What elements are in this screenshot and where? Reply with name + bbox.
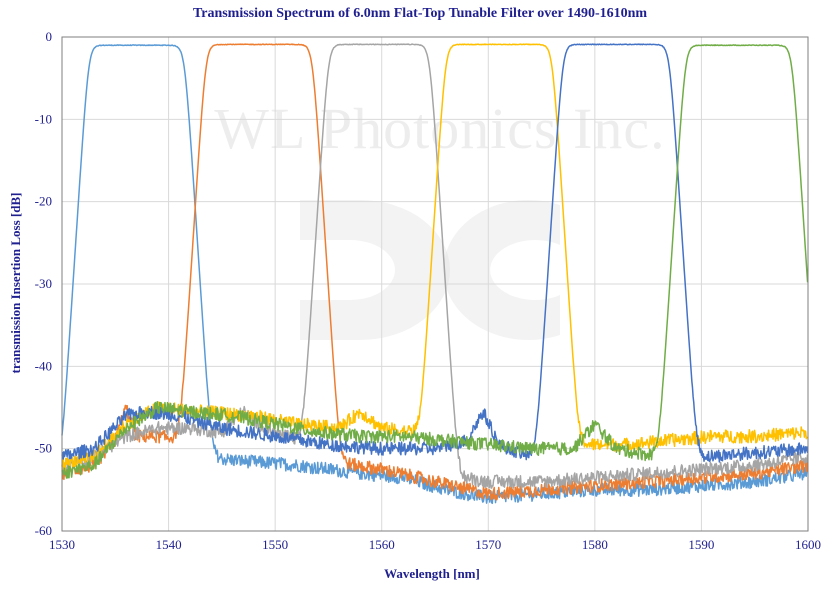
y-tick-label: -10 (35, 111, 52, 126)
series-line-2 (61, 43, 809, 501)
series-line-6 (61, 44, 809, 479)
series-line-1 (61, 44, 809, 505)
tick-labels: 1530 1540 1550 1560 1570 1580 1590 1600 0 -10 -20 -… (35, 29, 821, 552)
y-tick-label: -60 (35, 523, 52, 538)
series-layer (61, 43, 809, 505)
x-tick-label: 1570 (475, 537, 501, 552)
plot-area-frame (61, 36, 809, 532)
chart-title: Transmission Spectrum of 6.0nm Flat-Top … (193, 6, 647, 21)
x-tick-label: 1600 (795, 537, 821, 552)
series-line-5 (61, 43, 809, 463)
y-tick-label: -40 (35, 358, 52, 373)
x-tick-label: 1580 (582, 537, 608, 552)
y-tick-label: -30 (35, 276, 52, 291)
x-tick-label: 1560 (369, 537, 395, 552)
y-axis-title: transmission Insertion Loss [dB] (8, 193, 23, 374)
series-line-4 (61, 43, 809, 472)
series-line-3 (61, 43, 809, 489)
watermark-logo: WL Photonics Inc. (214, 96, 665, 340)
x-tick-label: 1540 (156, 537, 182, 552)
x-tick-label: 1590 (688, 537, 714, 552)
y-tick-label: -50 (35, 441, 52, 456)
y-tick-label: -20 (35, 194, 52, 209)
x-tick-label: 1550 (262, 537, 288, 552)
x-tick-label: 1530 (49, 537, 75, 552)
watermark-logo-right-mark (443, 200, 560, 340)
watermark-logo-left-mark (300, 200, 450, 340)
x-axis-title: Wavelength [nm] (384, 566, 480, 581)
y-tick-label: 0 (46, 29, 53, 44)
